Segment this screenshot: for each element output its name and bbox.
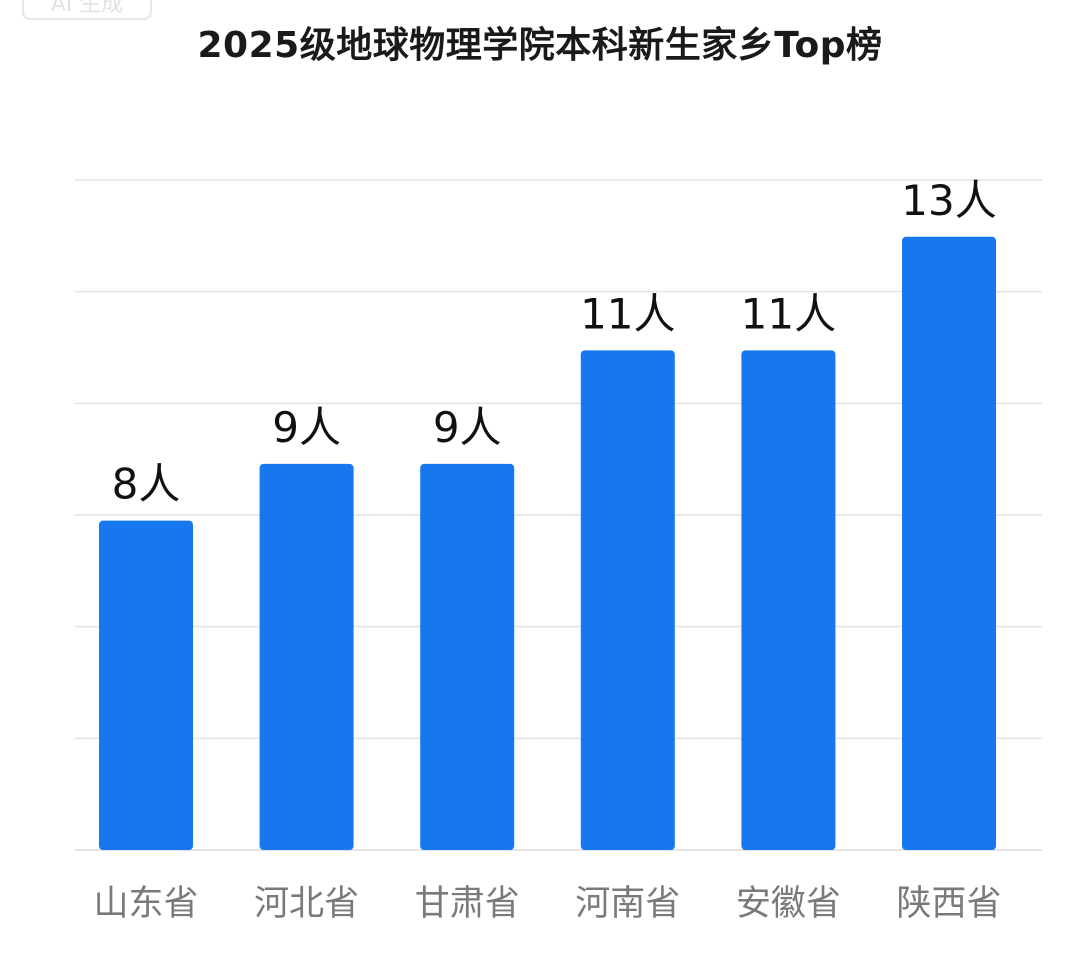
bar bbox=[902, 236, 996, 850]
bar bbox=[741, 350, 836, 850]
bars bbox=[99, 236, 996, 850]
data-label: 11人 bbox=[741, 289, 836, 338]
category-label: 甘肃省 bbox=[415, 884, 520, 924]
bar bbox=[420, 463, 515, 850]
data-labels: 8人 9人 9人 11人 11人 13人 bbox=[112, 176, 997, 509]
data-label: 9人 bbox=[272, 403, 341, 452]
category-label: 河北省 bbox=[254, 884, 359, 924]
data-label: 8人 bbox=[112, 460, 181, 509]
data-label: 11人 bbox=[580, 289, 675, 338]
gridlines bbox=[75, 179, 1042, 851]
bar bbox=[259, 463, 354, 850]
category-label: 陕西省 bbox=[896, 884, 1001, 924]
data-label: 13人 bbox=[901, 176, 996, 225]
ai-generated-watermark: AI 生成 bbox=[22, 0, 152, 20]
category-label: 安徽省 bbox=[736, 884, 841, 924]
category-label: 山东省 bbox=[93, 884, 198, 924]
category-labels: 山东省 河北省 甘肃省 河南省 安徽省 陕西省 bbox=[93, 884, 1001, 924]
bar bbox=[99, 520, 193, 850]
chart-title: 2025级地球物理学院本科新生家乡Top榜 bbox=[197, 25, 883, 66]
data-label: 9人 bbox=[433, 403, 502, 452]
category-label: 河南省 bbox=[575, 884, 680, 924]
bar bbox=[580, 350, 675, 850]
